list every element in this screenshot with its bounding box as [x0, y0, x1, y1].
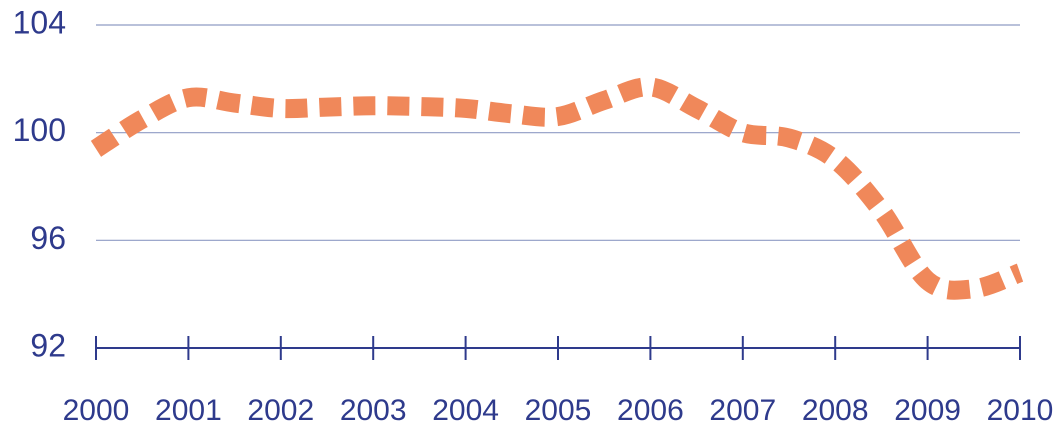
x-tick-label: 2006	[617, 394, 684, 427]
line-series	[90, 77, 1024, 300]
x-tick-label: 2009	[894, 394, 961, 427]
y-tick-label: 100	[13, 112, 66, 148]
x-tick-label: 2000	[63, 394, 130, 427]
x-tick-label: 2005	[525, 394, 592, 427]
x-tick-label: 2001	[155, 394, 222, 427]
x-tick-label: 2008	[802, 394, 869, 427]
y-tick-label: 104	[13, 4, 66, 40]
x-tick-label: 2007	[709, 394, 776, 427]
x-tick-label: 2004	[432, 394, 499, 427]
y-tick-label: 96	[30, 220, 66, 256]
y-tick-label: 92	[30, 327, 66, 363]
x-tick-label: 2002	[247, 394, 314, 427]
x-tick-label: 2003	[340, 394, 407, 427]
x-tick-label: 2010	[987, 394, 1054, 427]
